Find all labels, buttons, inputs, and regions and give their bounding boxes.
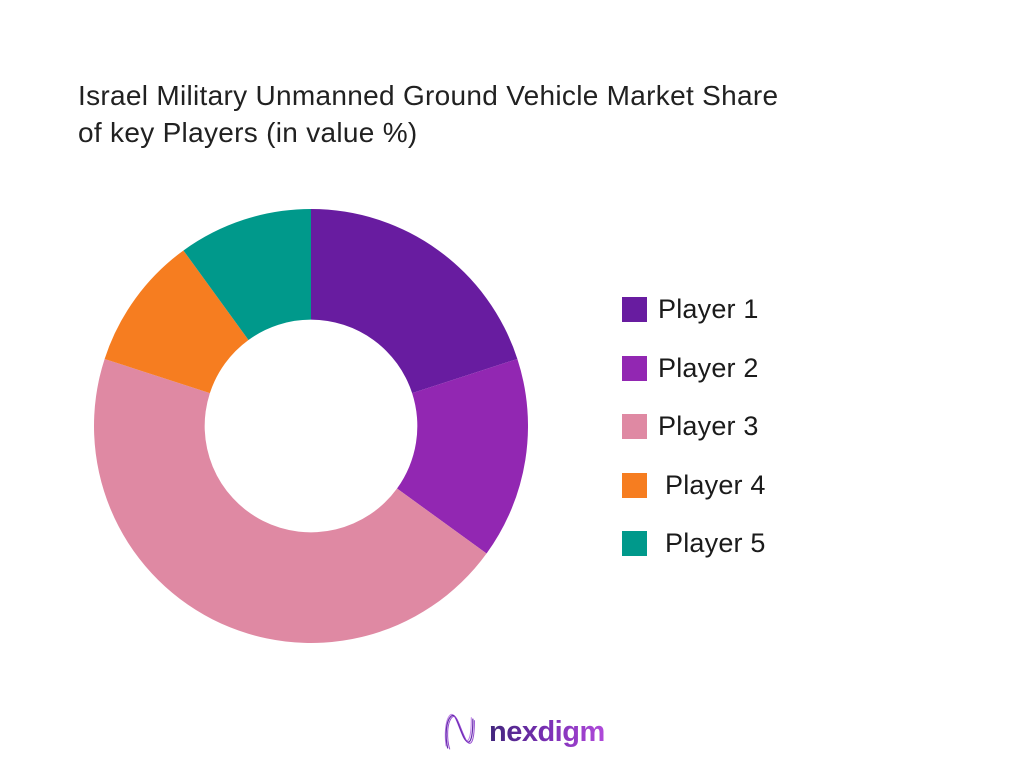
legend-swatch-player-2 <box>622 355 647 381</box>
nexdigm-logo-mark-icon <box>444 713 475 750</box>
donut-segment-player-1 <box>311 209 518 394</box>
donut-segment-player-4 <box>104 250 249 394</box>
donut-segment-player-2 <box>397 358 528 554</box>
legend-swatch-player-5 <box>622 531 647 556</box>
donut-chart <box>94 209 528 643</box>
legend-item-player-4: Player 4 <box>622 469 766 500</box>
chart-title-line1: Israel Military Unmanned Ground Vehicle … <box>78 80 779 111</box>
legend-item-player-2: Player 2 <box>622 352 766 383</box>
nexdigm-logo-text: nexdigm <box>489 715 605 748</box>
legend-label-player-5: Player 5 <box>665 528 766 558</box>
legend-item-player-5: Player 5 <box>622 528 766 558</box>
donut-segment-player-5 <box>183 209 311 340</box>
nexdigm-logo: nexdigm <box>443 711 605 753</box>
legend-swatch-player-1 <box>622 297 647 322</box>
legend-label-player-1: Player 1 <box>658 294 759 324</box>
chart-legend: Player 1 Player 2 Player 3 Player 4 Play… <box>622 294 766 590</box>
legend-label-player-3: Player 3 <box>658 411 759 441</box>
legend-item-player-1: Player 1 <box>622 294 766 324</box>
legend-label-player-2: Player 2 <box>658 352 759 383</box>
legend-label-player-4: Player 4 <box>665 469 766 500</box>
chart-title-line2: of key Players (in value %) <box>78 117 418 148</box>
chart-title: Israel Military Unmanned Ground Vehicle … <box>78 77 778 151</box>
legend-swatch-player-3 <box>622 414 647 439</box>
legend-swatch-player-4 <box>622 472 647 498</box>
donut-segment-player-3 <box>94 358 487 643</box>
legend-item-player-3: Player 3 <box>622 411 766 441</box>
